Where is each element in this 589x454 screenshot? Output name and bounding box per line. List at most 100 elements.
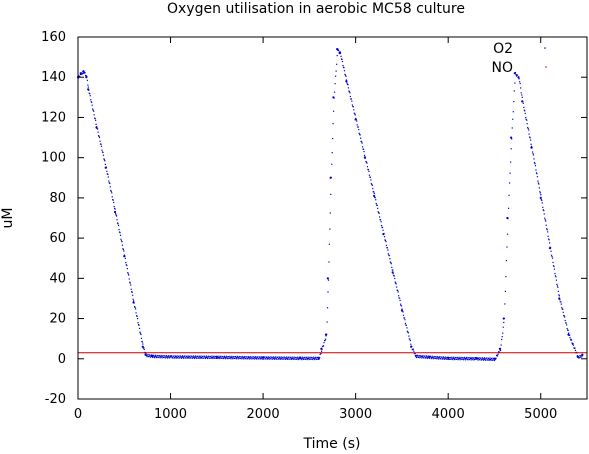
o2-trace-dot [224,358,226,360]
o2-trace-dot [279,358,281,360]
o2-trace-dot [527,127,529,130]
o2-trace-dot [460,356,462,359]
o2-trace-dot [289,358,291,360]
o2-point [558,297,561,300]
o2-trace-dot [532,153,534,155]
o2-trace-dot [108,182,110,184]
o2-trace-dot [342,64,344,67]
o2-trace-dot [242,357,244,359]
o2-trace-dot [463,358,465,360]
o2-trace-dot [115,214,117,216]
o2-trace-dot [147,354,149,356]
o2-trace-dot [95,123,97,125]
o2-trace-dot [386,247,389,249]
o2-trace-dot [227,356,229,358]
o2-trace-dot [166,355,168,357]
o2-trace-dot [451,356,453,358]
o2-trace-dot [195,357,198,359]
o2-trace-dot [331,163,333,165]
o2-trace-dot [464,357,466,360]
o2-trace-dot [570,339,573,341]
o2-trace-dot [470,358,473,360]
o2-trace-dot [104,160,106,162]
o2-trace-dot [184,357,187,359]
o2-trace-dot [425,355,427,357]
o2-trace-dot [545,220,547,222]
o2-point [82,70,85,73]
o2-trace-dot [148,356,150,358]
o2-trace-dot [306,357,308,359]
o2-trace-dot [260,357,262,359]
legend-sample-no [545,66,547,68]
o2-trace-dot [435,356,437,358]
o2-trace-dot [93,114,95,116]
o2-trace-dot [159,355,161,357]
o2-trace-dot [218,356,221,359]
o2-trace-dot [110,190,112,192]
y-tick-label: 60 [49,231,66,246]
o2-trace-dot [483,358,485,360]
plot-frame [77,36,588,400]
o2-trace-dot [466,356,468,359]
o2-trace-dot [253,356,255,359]
o2-trace-dot [537,180,539,182]
o2-point [354,118,357,121]
o2-trace-dot [357,126,359,128]
o2-trace-dot [361,142,363,144]
o2-trace-dot [125,262,127,264]
o2-trace-dot [381,226,384,229]
o2-trace-dot [422,355,424,357]
o2-trace-dot [174,355,176,357]
o2-trace-dot [484,359,487,361]
o2-trace-dot [555,279,558,281]
o2-trace-dot [488,359,490,361]
o2-trace-dot [271,356,273,359]
legend-label-no: NO [492,60,514,76]
o2-trace-dot [389,261,391,263]
o2-point [95,126,98,129]
o2-trace-dot [353,112,355,114]
o2-trace-dot [79,73,82,76]
o2-trace-dot [241,357,243,359]
o2-trace-dot [110,189,112,192]
o2-trace-dot [155,354,157,356]
o2-trace-dot [439,356,441,358]
o2-trace-dot [552,261,554,264]
x-tick-label: 2000 [247,407,280,422]
o2-trace-dot [360,137,362,139]
o2-trace-dot [354,114,356,116]
o2-trace-dot [260,356,262,358]
o2-trace-dot [219,356,222,358]
o2-trace-dot [202,355,204,357]
o2-trace-dot [102,151,104,153]
o2-trace-dot [122,248,125,251]
o2-trace-dot [191,357,194,359]
o2-trace-dot [375,199,377,201]
o2-trace-dot [405,324,408,326]
o2-trace-dot [557,290,559,293]
o2-trace-dot [298,358,300,361]
o2-trace-dot [501,338,503,341]
o2-trace-dot [114,208,116,210]
o2-trace-dot [245,358,247,360]
o2-trace-dot [232,358,234,360]
o2-trace-dot [293,357,295,359]
o2-trace-dot [115,213,117,215]
o2-trace-dot [385,241,387,243]
o2-trace-dot [549,242,551,244]
o2-trace-dot [423,357,425,359]
o2-trace-dot [137,323,140,326]
o2-trace-dot [279,357,281,359]
o2-trace-dot [281,357,283,360]
o2-trace-dot [420,356,422,358]
o2-trace-dot [368,174,370,176]
o2-trace-dot [352,106,354,108]
o2-trace-dot [510,148,512,150]
o2-trace-dot [235,356,237,358]
o2-trace-dot [529,136,531,138]
o2-trace-dot [529,137,531,139]
o2-trace-dot [336,54,338,57]
o2-trace-dot [370,179,372,181]
o2-trace-dot [197,357,200,359]
